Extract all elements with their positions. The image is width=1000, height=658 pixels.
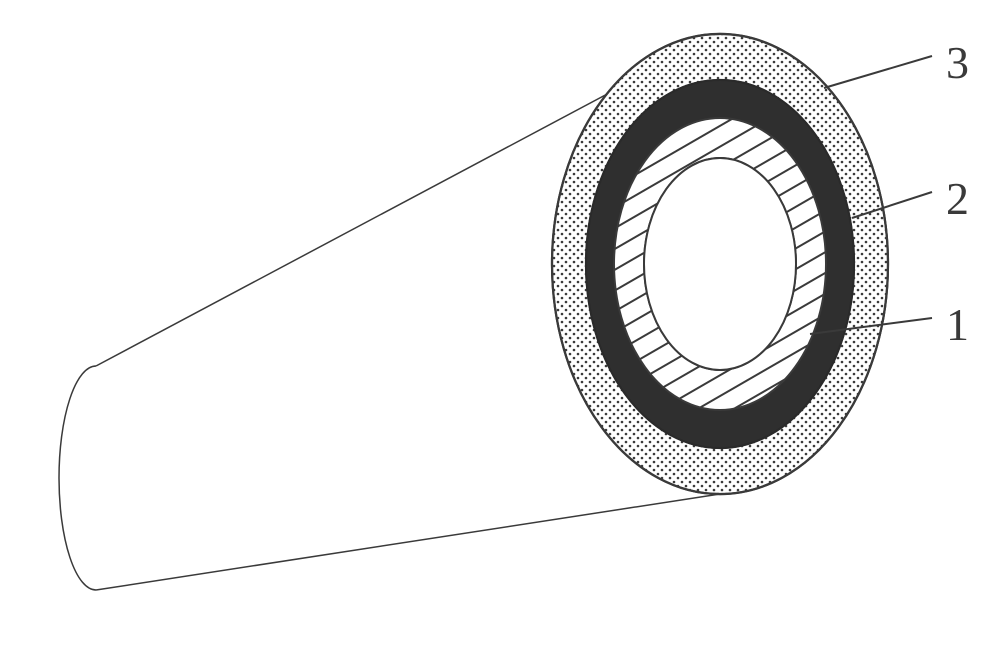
tube-crosssection bbox=[552, 34, 888, 494]
callout-label-outer: 3 bbox=[946, 36, 969, 89]
callout-label-middle: 2 bbox=[946, 172, 969, 225]
diagram-stage: 3 2 1 bbox=[0, 0, 1000, 658]
callout-label-inner: 1 bbox=[946, 298, 969, 351]
bore bbox=[644, 158, 796, 370]
